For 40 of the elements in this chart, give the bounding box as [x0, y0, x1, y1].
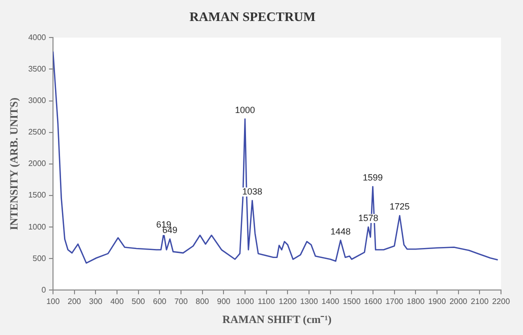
x-tick-label: 1400: [321, 297, 340, 306]
y-tick-label: 2500: [28, 128, 47, 137]
x-tick-label: 2100: [470, 297, 490, 306]
x-tick-label: 700: [174, 297, 188, 306]
x-tick-label: 200: [68, 297, 82, 306]
y-tick-label: 1000: [28, 222, 47, 232]
x-tick-label: 800: [196, 297, 210, 306]
annotation: 1000: [234, 105, 256, 116]
x-tick-label: 2000: [449, 297, 468, 306]
x-axis-title: RAMAN SHIFT (cm⁻¹): [222, 314, 332, 326]
x-tick-label: 1200: [278, 297, 298, 306]
x-tick-label: 1800: [406, 297, 426, 306]
y-tick-label: 0: [42, 285, 47, 294]
x-tick-label: 1000: [236, 297, 254, 306]
x-tick-label: 400: [110, 297, 124, 306]
x-tick-label: 1900: [428, 297, 446, 306]
x-tick-label: 100: [46, 297, 60, 306]
y-tick-label: 4000: [28, 32, 47, 42]
x-tick-label: 600: [152, 297, 167, 306]
y-tick-label: 3500: [28, 64, 47, 74]
x-tick-label: 1700: [385, 297, 404, 306]
y-tick-label: 1500: [28, 190, 47, 200]
x-tick-label: 1500: [342, 297, 362, 306]
x-tick-label: 1300: [300, 297, 318, 306]
annotation: 1038: [242, 186, 262, 197]
y-axis-title: INTENSITY (ARB. UNITS): [8, 97, 20, 230]
annotation: 1725: [390, 202, 410, 212]
annotation: 1599: [362, 172, 383, 183]
chart-title: RAMAN SPECTRUM: [189, 9, 316, 24]
x-tick-label: 500: [132, 297, 146, 306]
y-tick-label: 2000: [28, 159, 47, 168]
x-tick-label: 2200: [492, 297, 510, 306]
annotation: 1448: [330, 226, 351, 236]
x-tick-label: 300: [88, 297, 103, 306]
y-tick-label: 500: [32, 254, 47, 263]
x-tick-label: 1100: [258, 297, 276, 306]
annotation: 1578: [358, 213, 378, 224]
y-tick-label: 3000: [28, 96, 47, 105]
x-tick-label: 1600: [364, 297, 382, 306]
x-tick-label: 900: [216, 297, 231, 306]
